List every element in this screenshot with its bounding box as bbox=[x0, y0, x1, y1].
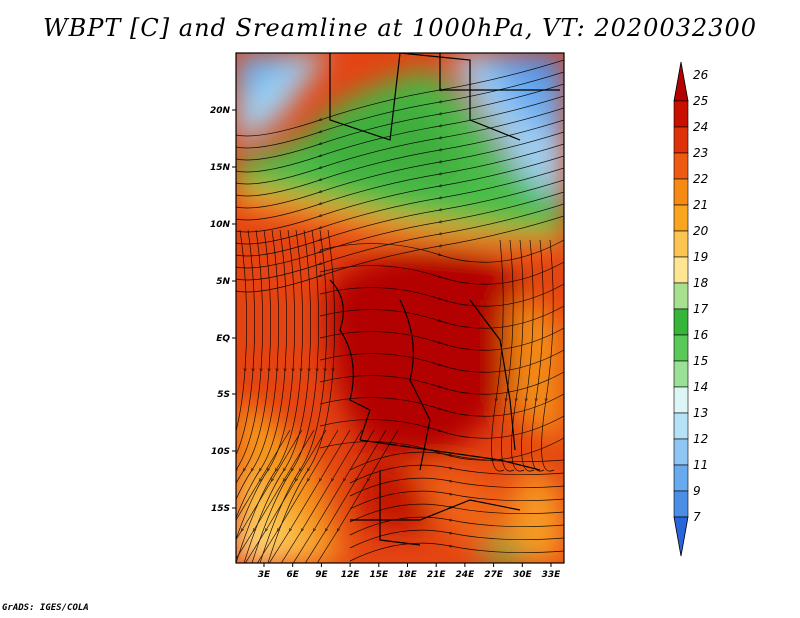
colorbar-swatch bbox=[673, 126, 689, 154]
streamline bbox=[236, 179, 564, 257]
colorbar-swatch bbox=[673, 100, 689, 128]
colorbar-swatch bbox=[673, 464, 689, 492]
streamline bbox=[236, 131, 564, 209]
lon-label: 12E bbox=[341, 570, 361, 580]
colorbar-swatch bbox=[673, 61, 689, 102]
colorbar-swatch bbox=[673, 230, 689, 258]
streamline bbox=[349, 451, 564, 471]
lon-label: 6E bbox=[286, 570, 299, 580]
colorbar-swatch bbox=[673, 516, 689, 557]
colorbar-label: 15 bbox=[693, 354, 708, 368]
streamline bbox=[236, 119, 564, 197]
colorbar-swatch bbox=[673, 386, 689, 414]
lat-label: 10S bbox=[211, 447, 230, 457]
lat-label: EQ bbox=[216, 334, 230, 344]
colorbar-label: 7 bbox=[693, 510, 701, 524]
colorbar: 26 25 24 23 22 21 20 19 18 17 16 15 14 13 12 11 9 7 bbox=[673, 61, 709, 557]
colorbar-swatch bbox=[673, 360, 689, 388]
streamline bbox=[349, 542, 564, 562]
streamline bbox=[319, 305, 564, 329]
lon-label: 18E bbox=[398, 570, 418, 580]
streamline bbox=[319, 415, 564, 439]
streamlines bbox=[236, 59, 564, 563]
colorbar-label: 16 bbox=[693, 328, 709, 342]
colorbar-label: 13 bbox=[693, 406, 708, 420]
streamline bbox=[236, 59, 564, 137]
colorbar-label: 22 bbox=[693, 172, 708, 186]
colorbar-label: 18 bbox=[693, 276, 709, 290]
lon-label: 27E bbox=[484, 570, 504, 580]
lat-label: 5N bbox=[216, 277, 230, 287]
streamline bbox=[319, 327, 564, 351]
lat-label: 5S bbox=[217, 390, 230, 400]
lon-label: 30E bbox=[513, 570, 533, 580]
lon-label: 24E bbox=[456, 570, 476, 580]
colorbar-swatch bbox=[673, 438, 689, 466]
lon-label: 21E bbox=[427, 570, 447, 580]
colorbar-swatch bbox=[673, 152, 689, 180]
streamline bbox=[236, 191, 564, 269]
colorbar-swatch bbox=[673, 334, 689, 362]
colorbar-swatch bbox=[673, 412, 689, 440]
streamline bbox=[236, 167, 564, 245]
colorbar-swatch bbox=[673, 178, 689, 206]
colorbar-swatch bbox=[673, 256, 689, 284]
lat-label: 20N bbox=[210, 106, 231, 116]
streamline bbox=[319, 371, 564, 395]
streamline bbox=[236, 155, 564, 233]
country-borders bbox=[329, 53, 560, 546]
colorbar-label: 20 bbox=[693, 224, 709, 238]
streamline bbox=[319, 261, 564, 285]
grads-credit: GrADS: IGES/COLA bbox=[2, 603, 89, 613]
chart-title: WBPT [C] and Sreamline at 1000hPa, VT: 2… bbox=[42, 14, 758, 42]
streamline bbox=[531, 239, 545, 472]
streamline bbox=[511, 239, 525, 472]
colorbar-label: 26 bbox=[693, 68, 709, 82]
lat-axis: 20N 15N 10N 5N EQ 5S 10S 15S bbox=[210, 106, 236, 514]
streamline bbox=[491, 239, 505, 472]
streamline bbox=[501, 239, 515, 472]
lon-label: 33E bbox=[542, 570, 562, 580]
colorbar-label: 12 bbox=[693, 432, 708, 446]
colorbar-label: 19 bbox=[693, 250, 708, 264]
lon-label: 9E bbox=[315, 570, 328, 580]
colorbar-label: 23 bbox=[693, 146, 708, 160]
lon-label: 3E bbox=[258, 570, 271, 580]
colorbar-label: 17 bbox=[693, 302, 709, 316]
streamline bbox=[319, 239, 564, 263]
colorbar-label: 14 bbox=[693, 380, 708, 394]
lat-label: 15N bbox=[210, 163, 231, 173]
lat-label: 10N bbox=[210, 220, 231, 230]
streamline bbox=[236, 143, 564, 221]
colorbar-swatch bbox=[673, 204, 689, 232]
streamline bbox=[236, 215, 564, 293]
streamline bbox=[319, 393, 564, 417]
lat-label: 15S bbox=[211, 504, 230, 514]
streamline bbox=[319, 349, 564, 373]
streamline bbox=[541, 239, 555, 472]
streamline bbox=[236, 83, 564, 161]
streamline bbox=[236, 71, 564, 149]
streamline bbox=[236, 107, 564, 185]
colorbar-swatch bbox=[673, 490, 689, 518]
streamline bbox=[319, 283, 564, 307]
lon-label: 15E bbox=[369, 570, 389, 580]
colorbar-label: 24 bbox=[693, 120, 708, 134]
colorbar-label: 9 bbox=[693, 484, 701, 498]
lon-axis: 3E 6E 9E 12E 15E 18E 21E 24E 27E 30E 33E bbox=[258, 563, 561, 580]
colorbar-swatch bbox=[673, 308, 689, 336]
map-area bbox=[236, 53, 564, 563]
colorbar-label: 21 bbox=[693, 198, 708, 212]
map-frame bbox=[235, 52, 565, 564]
streamline bbox=[316, 429, 399, 563]
colorbar-label: 25 bbox=[693, 94, 708, 108]
colorbar-swatch bbox=[673, 282, 689, 310]
colorbar-label: 11 bbox=[693, 458, 708, 472]
